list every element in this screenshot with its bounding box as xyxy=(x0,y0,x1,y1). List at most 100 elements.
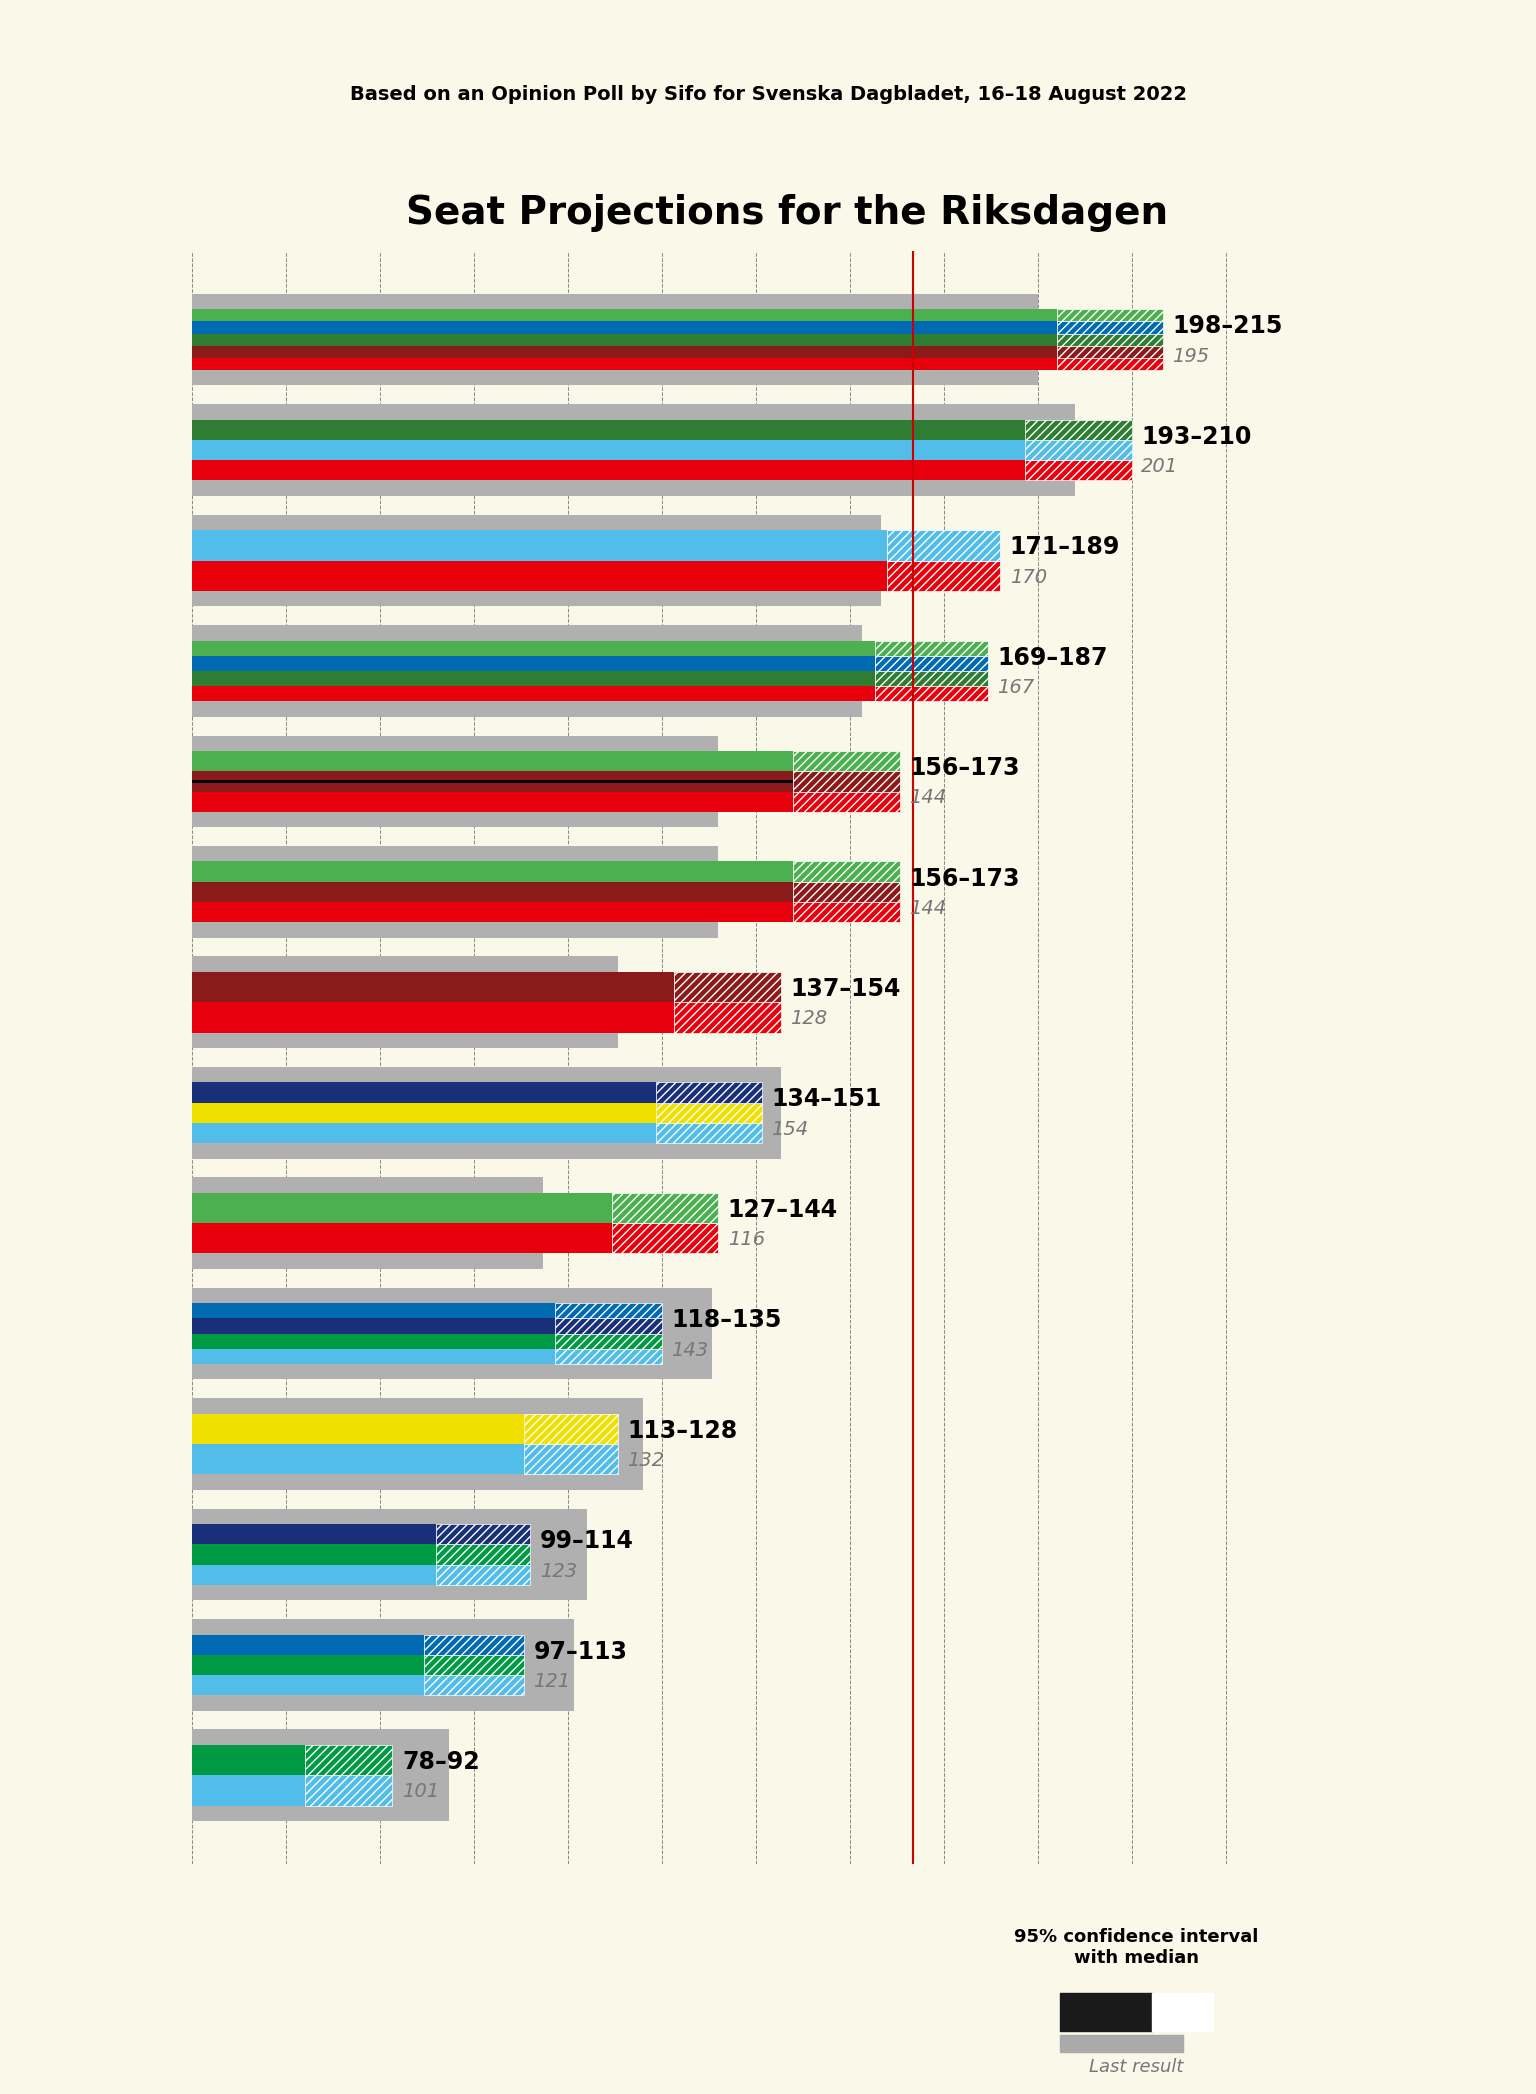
Bar xyxy=(192,310,1057,320)
Bar xyxy=(192,1066,780,1158)
Bar xyxy=(1057,346,1163,358)
Text: 97–113: 97–113 xyxy=(533,1640,628,1663)
Bar xyxy=(794,771,900,792)
Bar xyxy=(424,1654,524,1675)
Bar xyxy=(304,1744,393,1776)
Text: 95% confidence interval
with median: 95% confidence interval with median xyxy=(1014,1929,1260,1966)
Bar xyxy=(656,1104,762,1122)
Bar xyxy=(424,1635,524,1654)
Text: 116: 116 xyxy=(728,1229,765,1250)
Text: 113–128: 113–128 xyxy=(627,1420,737,1443)
Bar xyxy=(192,1524,436,1543)
Text: 132: 132 xyxy=(627,1451,665,1470)
Bar xyxy=(192,972,674,1003)
Bar xyxy=(192,1399,644,1489)
Bar xyxy=(192,957,617,1049)
Bar xyxy=(192,1564,436,1585)
Bar xyxy=(876,687,988,701)
Bar xyxy=(192,293,1038,385)
Bar xyxy=(192,1319,556,1334)
Text: 134–151: 134–151 xyxy=(771,1087,882,1112)
Text: 118–135: 118–135 xyxy=(671,1309,782,1332)
Bar xyxy=(656,1083,762,1104)
Bar xyxy=(192,882,794,903)
Bar xyxy=(192,1619,574,1711)
Text: 123: 123 xyxy=(539,1562,578,1581)
Bar xyxy=(888,561,1000,591)
Bar xyxy=(192,1675,424,1696)
Bar xyxy=(192,1635,424,1654)
Bar xyxy=(192,670,876,687)
Bar xyxy=(192,861,794,882)
Bar xyxy=(1057,310,1163,320)
Bar xyxy=(1057,320,1163,333)
Text: 137–154: 137–154 xyxy=(791,978,900,1001)
Bar xyxy=(192,461,1026,480)
Bar xyxy=(556,1319,662,1334)
Text: Last result: Last result xyxy=(1089,2058,1184,2075)
Text: 99–114: 99–114 xyxy=(539,1529,633,1554)
Bar xyxy=(556,1349,662,1363)
Bar xyxy=(436,1564,530,1585)
Bar xyxy=(192,1194,611,1223)
Bar xyxy=(192,1334,556,1349)
Text: 195: 195 xyxy=(1172,348,1210,366)
Bar xyxy=(192,1654,424,1675)
Text: 156–173: 156–173 xyxy=(909,867,1020,890)
Bar xyxy=(556,1302,662,1319)
Bar xyxy=(1057,333,1163,346)
Bar xyxy=(794,882,900,903)
Text: 156–173: 156–173 xyxy=(909,756,1020,781)
Bar xyxy=(192,561,888,591)
Bar xyxy=(1026,419,1132,440)
Bar xyxy=(192,779,794,783)
Bar xyxy=(674,972,780,1003)
Bar xyxy=(192,752,794,771)
Bar xyxy=(192,1083,656,1104)
Bar xyxy=(524,1413,617,1445)
Bar xyxy=(192,515,882,607)
Bar xyxy=(192,1122,656,1143)
Bar xyxy=(192,1445,524,1474)
Bar xyxy=(674,1003,780,1032)
Bar xyxy=(794,752,900,771)
Bar xyxy=(192,346,1057,358)
Bar xyxy=(192,1302,556,1319)
Bar xyxy=(192,320,1057,333)
Bar xyxy=(192,358,1057,371)
Text: 171–189: 171–189 xyxy=(1009,536,1120,559)
Bar xyxy=(192,1223,611,1254)
Bar xyxy=(192,1508,587,1600)
Bar xyxy=(436,1543,530,1564)
Bar xyxy=(794,861,900,882)
Bar xyxy=(192,1413,524,1445)
Bar xyxy=(192,626,862,716)
Text: 127–144: 127–144 xyxy=(728,1198,837,1223)
Bar xyxy=(192,735,719,827)
Bar xyxy=(192,1543,436,1564)
Bar xyxy=(1026,461,1132,480)
Text: 167: 167 xyxy=(997,678,1034,697)
Bar xyxy=(192,1288,713,1380)
Text: 169–187: 169–187 xyxy=(997,645,1107,670)
Bar xyxy=(556,1334,662,1349)
Text: 144: 144 xyxy=(909,898,946,917)
Bar xyxy=(192,1776,304,1805)
Bar xyxy=(611,1194,719,1223)
Bar xyxy=(192,771,794,792)
Bar xyxy=(192,687,876,701)
Text: Based on an Opinion Poll by Sifo for Svenska Dagbladet, 16–18 August 2022: Based on an Opinion Poll by Sifo for Sve… xyxy=(350,84,1186,105)
Bar xyxy=(1057,358,1163,371)
Bar xyxy=(424,1675,524,1696)
Bar xyxy=(794,792,900,812)
Bar xyxy=(192,1349,556,1363)
Bar xyxy=(192,1730,449,1822)
Bar xyxy=(192,333,1057,346)
Text: 154: 154 xyxy=(771,1120,808,1139)
Bar xyxy=(192,1104,656,1122)
Text: 144: 144 xyxy=(909,789,946,808)
Bar xyxy=(304,1776,393,1805)
Bar xyxy=(192,1177,542,1269)
Text: 201: 201 xyxy=(1141,456,1178,475)
Bar xyxy=(876,641,988,655)
